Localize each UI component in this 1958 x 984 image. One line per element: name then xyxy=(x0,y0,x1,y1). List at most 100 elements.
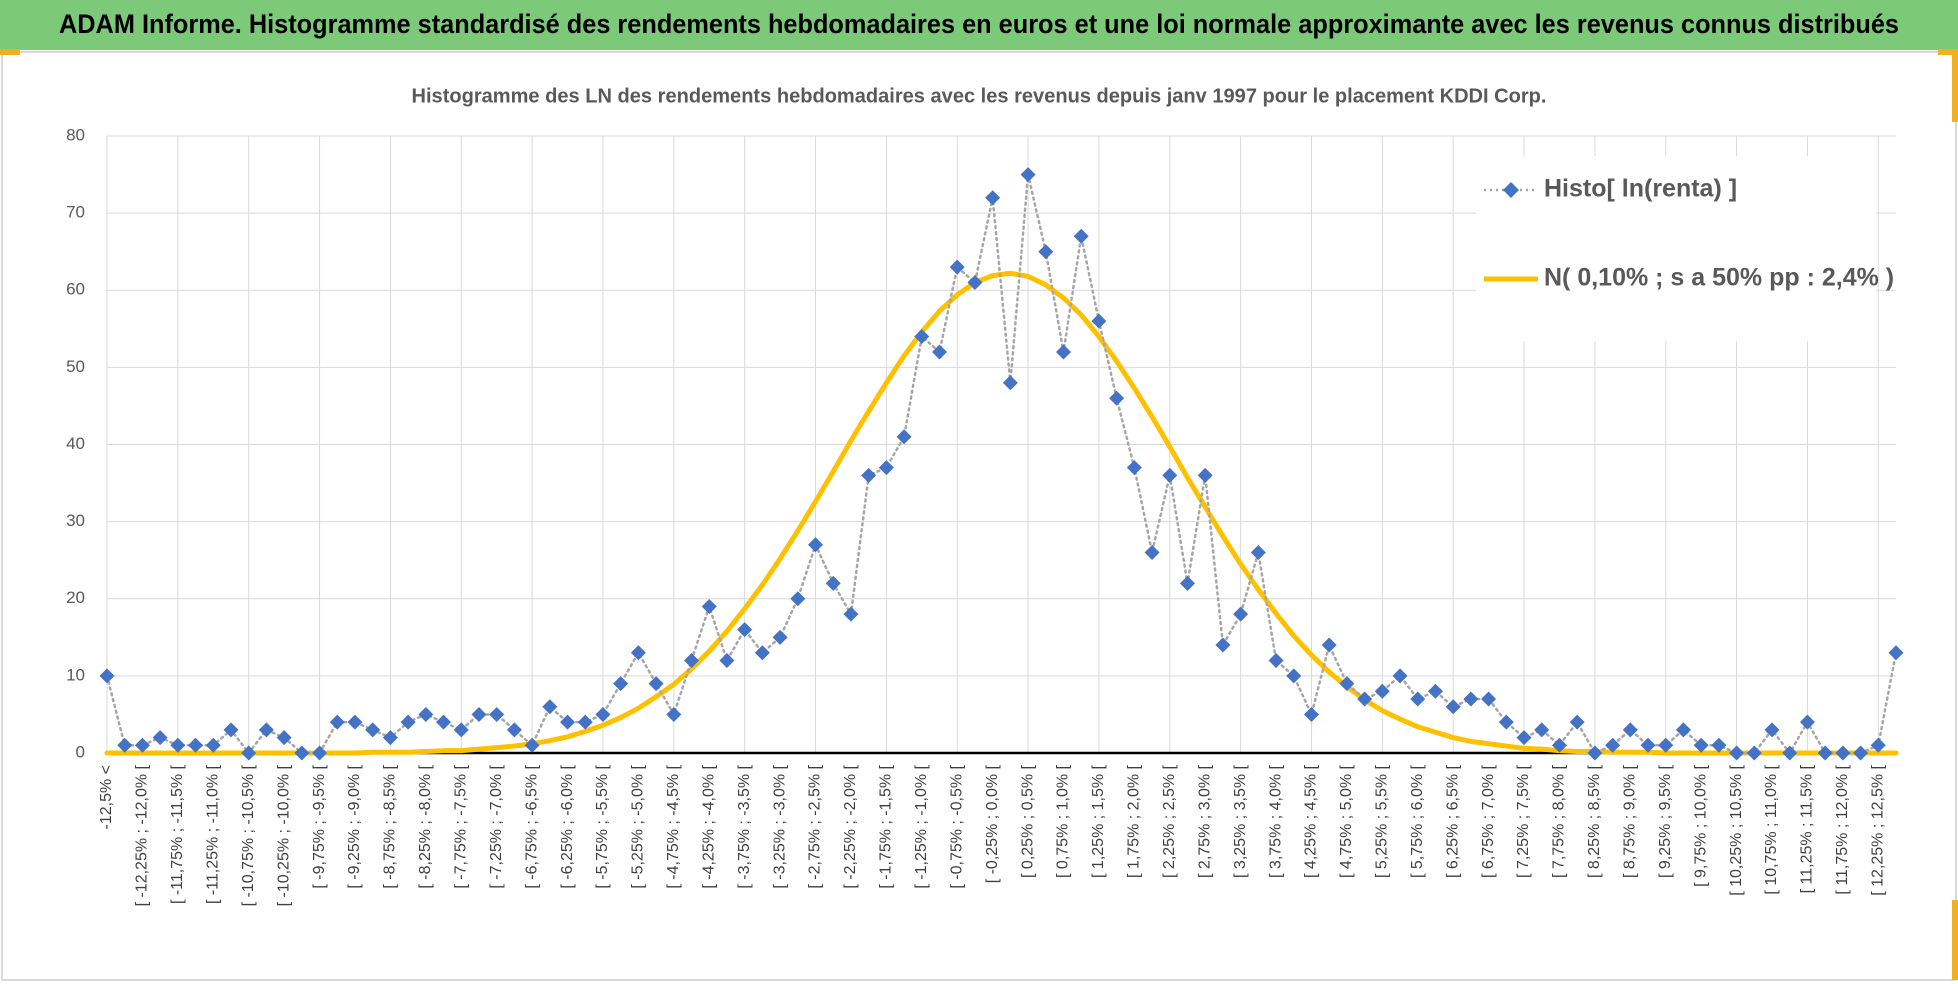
data-point xyxy=(1817,745,1833,761)
data-point xyxy=(560,714,576,730)
x-tick-label: [ 9,25% ; 9,5% [ xyxy=(1657,764,1674,878)
header-bar xyxy=(0,0,1958,50)
x-tick-label: [ -5,75% ; -5,5% [ xyxy=(594,764,611,888)
x-tick-label: [ 3,75% ; 4,0% [ xyxy=(1267,764,1284,878)
data-point xyxy=(1002,375,1018,391)
data-point xyxy=(896,429,912,445)
data-point xyxy=(1250,544,1266,560)
x-tick-label: [ 10,25% ; 10,5% [ xyxy=(1728,764,1745,895)
chart-frame xyxy=(1,51,1957,981)
data-point xyxy=(436,714,452,730)
data-point xyxy=(1622,722,1638,738)
data-point xyxy=(1516,730,1532,746)
data-point xyxy=(1162,467,1178,483)
x-tick-label: -12,5% < xyxy=(98,765,115,829)
data-point xyxy=(843,606,859,622)
data-point xyxy=(542,699,558,715)
data-point xyxy=(1091,313,1107,329)
data-point xyxy=(294,745,310,761)
data-point xyxy=(754,645,770,661)
data-point xyxy=(453,722,469,738)
corner-mark xyxy=(0,49,20,55)
data-point xyxy=(577,714,593,730)
x-tick-label: [ -9,25% ; -9,0% [ xyxy=(346,764,363,888)
data-point xyxy=(1144,544,1160,560)
data-point xyxy=(1888,645,1904,661)
data-point xyxy=(1711,737,1727,753)
x-tick-label: [ 2,25% ; 2,5% [ xyxy=(1161,764,1178,878)
data-point xyxy=(1374,683,1390,699)
x-tick-label: [ -0,25% ; 0,0% [ xyxy=(984,764,1001,883)
data-point xyxy=(1675,722,1691,738)
x-tick-label: [ -11,75% ; -11,5% [ xyxy=(169,764,186,904)
data-point xyxy=(1799,714,1815,730)
x-tick-label: [ 6,25% ; 6,5% [ xyxy=(1444,764,1461,878)
data-point xyxy=(365,722,381,738)
data-point xyxy=(1179,575,1195,591)
data-point xyxy=(1463,691,1479,707)
x-tick-label: [ 6,75% ; 7,0% [ xyxy=(1480,764,1497,878)
corner-mark xyxy=(1952,900,1958,980)
data-point xyxy=(347,714,363,730)
data-point xyxy=(1109,390,1125,406)
data-point xyxy=(1392,668,1408,684)
x-tick-label: [ -12,25% ; -12,0% [ xyxy=(134,764,151,906)
data-point xyxy=(524,737,540,753)
data-point xyxy=(152,730,168,746)
data-point xyxy=(1853,745,1869,761)
x-tick-label: [ 7,75% ; 8,0% [ xyxy=(1551,764,1568,878)
data-point xyxy=(648,676,664,692)
data-point xyxy=(684,652,700,668)
chart-title: Histogramme des LN des rendements hebdom… xyxy=(412,85,1547,107)
x-tick-label: [ 10,75% ; 11,0% [ xyxy=(1763,764,1780,894)
data-point xyxy=(790,591,806,607)
x-tick-label: [ -9,75% ; -9,5% [ xyxy=(311,764,328,888)
data-point xyxy=(1534,722,1550,738)
data-point xyxy=(967,275,983,291)
data-point xyxy=(1321,637,1337,653)
x-tick-label: [ -11,25% ; -11,0% [ xyxy=(204,764,221,904)
x-tick-label: [ -0,75% ; -0,5% [ xyxy=(948,764,965,888)
y-tick-label: 50 xyxy=(66,357,85,376)
data-point xyxy=(99,668,115,684)
data-point xyxy=(1126,460,1142,476)
data-point xyxy=(188,737,204,753)
data-point xyxy=(1481,691,1497,707)
data-point xyxy=(329,714,345,730)
data-point xyxy=(613,676,629,692)
y-tick-label: 80 xyxy=(66,125,85,144)
data-point xyxy=(1038,244,1054,260)
data-point xyxy=(825,575,841,591)
x-tick-label: [ 0,75% ; 1,0% [ xyxy=(1055,764,1072,878)
data-point xyxy=(595,706,611,722)
legend-box xyxy=(1476,156,1876,341)
data-point xyxy=(949,259,965,275)
data-point xyxy=(1746,745,1762,761)
data-point xyxy=(1233,606,1249,622)
data-point xyxy=(719,652,735,668)
x-tick-label: [ -3,25% ; -3,0% [ xyxy=(771,764,788,888)
data-point xyxy=(630,645,646,661)
data-point xyxy=(1870,737,1886,753)
data-point xyxy=(134,737,150,753)
y-tick-label: 0 xyxy=(76,742,85,761)
data-point xyxy=(985,190,1001,206)
data-point xyxy=(1605,737,1621,753)
x-tick-label: [ 3,25% ; 3,5% [ xyxy=(1232,764,1249,878)
data-point xyxy=(1215,637,1231,653)
corner-mark xyxy=(1938,49,1958,55)
data-point xyxy=(1587,745,1603,761)
data-point xyxy=(382,730,398,746)
data-point xyxy=(1303,706,1319,722)
data-point xyxy=(914,329,930,345)
data-point xyxy=(1339,676,1355,692)
data-point xyxy=(1055,344,1071,360)
x-tick-label: [ -10,25% ; -10,0% [ xyxy=(275,764,292,906)
data-point xyxy=(878,460,894,476)
legend-marker xyxy=(1503,182,1519,198)
data-point xyxy=(223,722,239,738)
data-point xyxy=(1286,668,1302,684)
data-point xyxy=(312,745,328,761)
x-tick-label: [ -8,25% ; -8,0% [ xyxy=(417,764,434,888)
x-tick-label: [ 9,75% ; 10,0% [ xyxy=(1692,764,1709,886)
